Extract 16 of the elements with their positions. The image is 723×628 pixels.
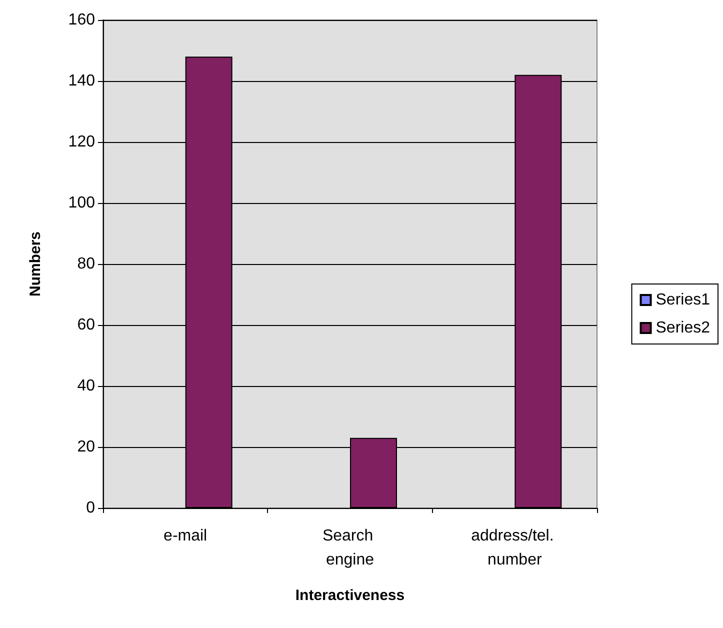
x-axis-title: Interactiveness [295, 587, 405, 604]
y-tick-label: 40 [77, 378, 96, 394]
x-tick-label: address/tel. number [471, 528, 558, 568]
y-tick-label: 80 [77, 256, 96, 272]
legend-label: Series1 [656, 292, 710, 308]
legend-label: Series2 [656, 320, 710, 336]
x-tick-label: Search engine [322, 528, 378, 568]
y-tick-label: 60 [77, 316, 96, 334]
y-tick-label: 20 [77, 438, 96, 456]
y-axis-title: Numbers [27, 231, 44, 297]
y-tick-label: 120 [68, 134, 96, 150]
y-tick-label: 160 [68, 12, 96, 28]
y-tick-label: 0 [86, 500, 96, 516]
x-tick-label: e-mail [164, 528, 208, 544]
y-tick-label: 140 [68, 72, 96, 90]
y-tick-label: 100 [68, 194, 96, 212]
